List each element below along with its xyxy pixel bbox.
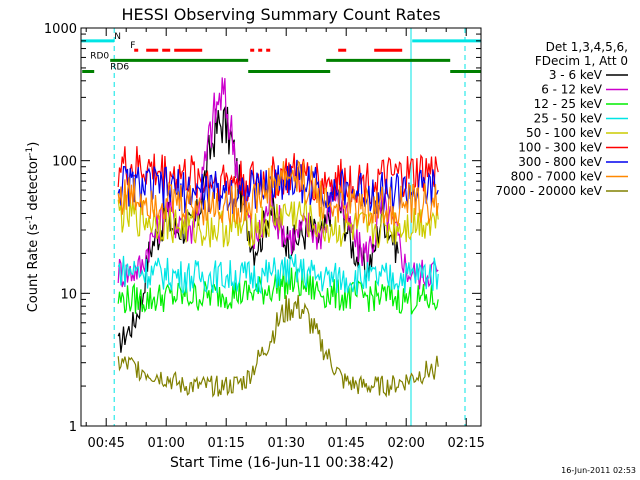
state-label-rd6: RD6 <box>110 63 129 73</box>
legend-title-line-2: FDecim 1, Att 0 <box>535 54 628 68</box>
legend-label-5: 50 - 100 keV <box>526 126 603 140</box>
y-axis-label: Count Rate (s-1 detector-1) <box>25 142 41 313</box>
legend-label-3: 12 - 25 keV <box>534 97 603 111</box>
x-axis: 00:45 01:00 01:15 01:30 01:45 02:00 02:15 <box>85 28 485 451</box>
x-tick-label: 01:00 <box>147 436 184 451</box>
series-line-8 <box>117 160 439 227</box>
x-tick-label: 01:15 <box>207 436 244 451</box>
state-label-n: N <box>114 32 121 42</box>
y-tick-label: 1000 <box>44 22 77 37</box>
legend-label-2: 6 - 12 keV <box>541 83 603 97</box>
series-line-9 <box>117 294 439 398</box>
series-line-6 <box>117 146 439 206</box>
legend-label-8: 800 - 7000 keV <box>511 170 603 184</box>
x-tick-label: 01:45 <box>327 436 364 451</box>
y-tick-label: 1 <box>69 420 77 435</box>
plot-frame <box>80 27 482 427</box>
chart-title: HESSI Observing Summary Count Rates <box>121 5 440 24</box>
series-line-4 <box>117 253 439 295</box>
legend-label-7: 300 - 800 keV <box>518 155 602 169</box>
y-tick-label: 100 <box>52 155 77 170</box>
legend-title-line-1: Det 1,3,4,5,6, <box>546 40 628 54</box>
legend-label-4: 25 - 50 keV <box>534 112 603 126</box>
legend-label-9: 7000 - 20000 keV <box>495 184 602 198</box>
x-tick-label: 01:30 <box>267 436 304 451</box>
legend-label-6: 100 - 300 keV <box>518 141 602 155</box>
state-label-f: F <box>130 41 135 51</box>
series-line-7 <box>117 159 439 215</box>
y-tick-label: 10 <box>60 287 77 302</box>
x-tick-label: 00:45 <box>87 436 124 451</box>
legend: Det 1,3,4,5,6, FDecim 1, Att 0 3 - 6 keV… <box>495 40 628 198</box>
x-tick-label: 02:15 <box>447 436 484 451</box>
footer-timestamp: 16-Jun-2011 02:53 <box>561 466 636 475</box>
x-axis-label: Start Time (16-Jun-11 00:38:42) <box>170 455 394 471</box>
y-axis: 1 10 100 1000 <box>44 22 481 435</box>
legend-label-1: 3 - 6 keV <box>549 68 603 82</box>
x-tick-label: 02:00 <box>387 436 424 451</box>
state-label-rd0: RD0 <box>90 51 109 61</box>
series-line-5 <box>117 193 439 249</box>
